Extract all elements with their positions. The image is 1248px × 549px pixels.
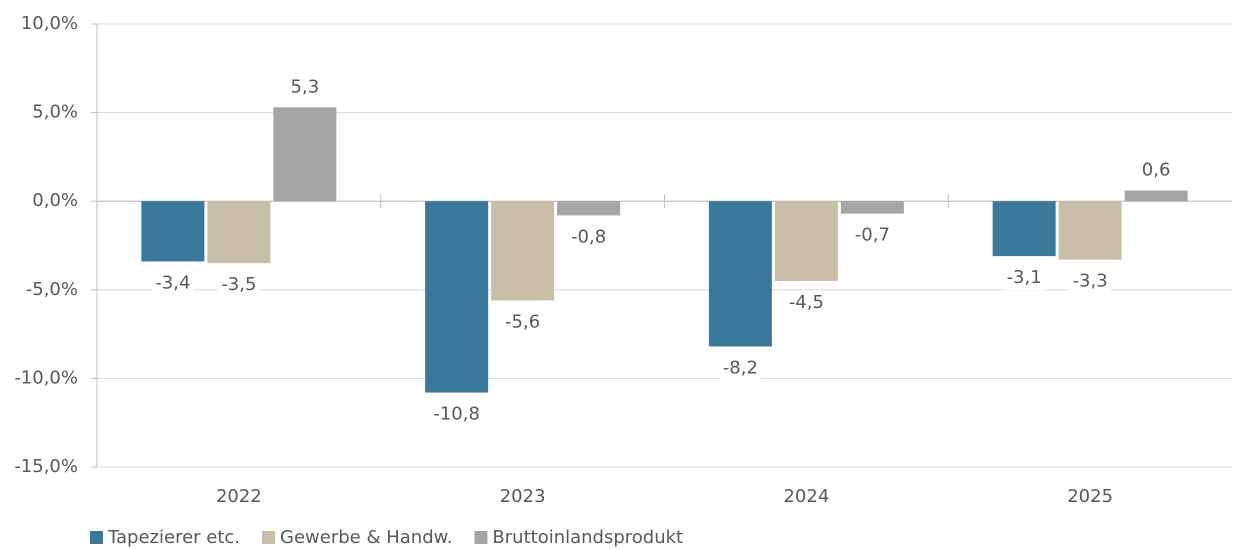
- bar: [774, 201, 838, 281]
- data-label: -3,4: [155, 272, 190, 293]
- data-label-bg: [1069, 269, 1111, 294]
- legend-label: Tapezierer etc.: [107, 527, 240, 548]
- data-label: 0,6: [1142, 160, 1171, 181]
- data-label-bg: [218, 273, 260, 298]
- data-label: -10,8: [433, 404, 480, 425]
- bar: [557, 201, 621, 216]
- bar: [708, 201, 772, 347]
- data-label: -0,7: [855, 225, 890, 246]
- bar: [992, 201, 1056, 257]
- bar: [273, 107, 337, 202]
- legend-swatch: [90, 531, 103, 544]
- data-label-bg: [287, 75, 323, 100]
- bar: [141, 201, 205, 262]
- data-label-bg: [719, 356, 761, 381]
- data-label: -3,3: [1073, 271, 1108, 292]
- y-tick-label: -15,0%: [14, 456, 78, 477]
- y-tick-label: 5,0%: [32, 102, 78, 123]
- legend-label: Gewerbe & Handw.: [280, 527, 452, 548]
- data-label-bg: [430, 402, 483, 427]
- legend-swatch: [262, 531, 276, 544]
- x-tick-label: 2025: [1067, 486, 1113, 507]
- data-label: 5,3: [291, 76, 320, 97]
- y-tick-label: -10,0%: [14, 367, 78, 388]
- data-label-bg: [785, 290, 827, 315]
- x-tick-label: 2022: [216, 486, 262, 507]
- data-label: -0,8: [571, 226, 606, 247]
- x-tick-label: 2024: [783, 486, 829, 507]
- y-tick-label: 0,0%: [32, 190, 78, 211]
- bar: [1058, 201, 1122, 260]
- y-tick-label: -5,0%: [26, 279, 78, 300]
- bar: [840, 201, 904, 214]
- data-label-bg: [1003, 266, 1045, 291]
- data-label-bg: [1138, 158, 1174, 183]
- data-label: -8,2: [723, 358, 758, 379]
- bar: [1124, 190, 1188, 202]
- data-label-bg: [502, 310, 544, 335]
- legend-label: Bruttoinlandsprodukt: [492, 527, 683, 548]
- x-tick-label: 2023: [500, 486, 546, 507]
- y-tick-label: 10,0%: [21, 13, 78, 34]
- data-label: -5,6: [505, 311, 540, 332]
- data-label: -4,5: [789, 292, 824, 313]
- legend-swatch: [474, 531, 488, 544]
- data-label-bg: [568, 225, 610, 250]
- bar: [207, 201, 271, 264]
- data-label-bg: [152, 271, 194, 296]
- data-label: -3,1: [1007, 267, 1042, 288]
- bar: [425, 201, 489, 393]
- data-label-bg: [851, 223, 893, 248]
- data-label: -3,5: [221, 274, 256, 295]
- bar: [491, 201, 555, 301]
